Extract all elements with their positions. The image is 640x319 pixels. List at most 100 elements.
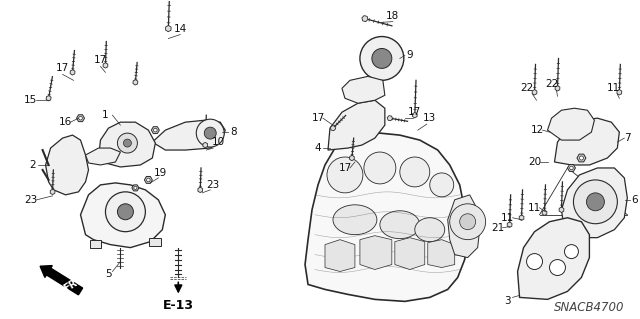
Text: 15: 15 (24, 95, 37, 105)
Circle shape (118, 133, 138, 153)
Text: 11: 11 (607, 83, 620, 93)
Polygon shape (330, 126, 335, 131)
Circle shape (550, 260, 566, 276)
Text: 11: 11 (501, 213, 514, 223)
Polygon shape (518, 218, 589, 300)
Text: 23: 23 (24, 195, 37, 205)
Polygon shape (133, 80, 138, 85)
Text: 13: 13 (423, 113, 436, 123)
Text: 21: 21 (491, 223, 504, 233)
Text: 2: 2 (29, 160, 36, 170)
Polygon shape (166, 26, 171, 32)
Text: 6: 6 (631, 195, 637, 205)
Circle shape (573, 180, 618, 224)
Text: 17: 17 (94, 56, 107, 65)
Polygon shape (617, 90, 621, 95)
Polygon shape (577, 154, 586, 162)
Text: SNACB4700: SNACB4700 (554, 301, 625, 314)
Polygon shape (395, 238, 425, 270)
Polygon shape (342, 76, 385, 103)
Polygon shape (203, 142, 207, 148)
Polygon shape (152, 120, 225, 150)
Circle shape (196, 119, 224, 147)
Text: 20: 20 (528, 157, 541, 167)
Bar (90, 240, 102, 248)
Text: 4: 4 (315, 143, 321, 153)
Circle shape (106, 192, 145, 232)
Text: 9: 9 (406, 50, 413, 61)
Polygon shape (103, 63, 108, 68)
Polygon shape (45, 135, 88, 195)
Circle shape (450, 204, 486, 240)
Circle shape (564, 245, 579, 259)
Circle shape (430, 173, 454, 197)
Polygon shape (198, 187, 203, 193)
Text: 1: 1 (102, 110, 109, 120)
Polygon shape (325, 240, 355, 271)
Polygon shape (145, 176, 152, 183)
Polygon shape (412, 113, 417, 118)
Circle shape (124, 139, 131, 147)
Polygon shape (132, 185, 139, 191)
Text: E-13: E-13 (163, 299, 194, 312)
Text: 17: 17 (56, 63, 69, 73)
Text: 17: 17 (312, 113, 324, 123)
Polygon shape (547, 108, 595, 140)
Polygon shape (362, 16, 368, 22)
Text: 16: 16 (59, 117, 72, 127)
Polygon shape (554, 118, 620, 165)
Text: 3: 3 (504, 296, 511, 306)
Circle shape (579, 156, 584, 160)
Polygon shape (542, 210, 547, 215)
Text: 22: 22 (520, 83, 533, 93)
Circle shape (400, 157, 430, 187)
Circle shape (147, 178, 150, 182)
Polygon shape (99, 122, 156, 167)
Circle shape (154, 128, 157, 132)
Text: 5: 5 (105, 270, 112, 279)
Circle shape (527, 254, 543, 270)
Text: 10: 10 (212, 137, 225, 147)
Text: 8: 8 (230, 127, 237, 137)
Polygon shape (328, 100, 385, 150)
Text: 11: 11 (528, 203, 541, 213)
Text: 23: 23 (207, 180, 220, 190)
Circle shape (327, 157, 363, 193)
Polygon shape (508, 222, 512, 227)
Polygon shape (349, 155, 355, 161)
Polygon shape (46, 96, 51, 101)
Circle shape (460, 214, 476, 230)
Polygon shape (360, 236, 392, 270)
Polygon shape (50, 189, 55, 195)
Polygon shape (568, 165, 575, 171)
Circle shape (118, 204, 133, 220)
Ellipse shape (415, 218, 445, 241)
Text: 22: 22 (545, 79, 558, 89)
Polygon shape (519, 215, 524, 220)
Circle shape (204, 127, 216, 139)
Polygon shape (428, 240, 454, 268)
Text: 17: 17 (339, 163, 351, 173)
Bar (149, 238, 161, 246)
Polygon shape (555, 85, 560, 91)
Circle shape (360, 37, 404, 80)
Circle shape (364, 152, 396, 184)
Polygon shape (81, 183, 165, 248)
Circle shape (134, 186, 137, 189)
Polygon shape (448, 195, 479, 257)
Circle shape (586, 193, 604, 211)
Ellipse shape (380, 211, 420, 239)
Circle shape (372, 48, 392, 68)
Polygon shape (86, 148, 120, 165)
Text: 19: 19 (154, 168, 167, 178)
Text: 7: 7 (624, 133, 630, 143)
Polygon shape (152, 127, 159, 134)
Text: 12: 12 (531, 125, 544, 135)
Polygon shape (305, 133, 468, 301)
Polygon shape (77, 115, 84, 122)
Circle shape (79, 116, 83, 120)
Text: 18: 18 (386, 11, 399, 21)
Polygon shape (70, 70, 75, 75)
Text: 14: 14 (173, 24, 187, 33)
Circle shape (570, 166, 573, 170)
